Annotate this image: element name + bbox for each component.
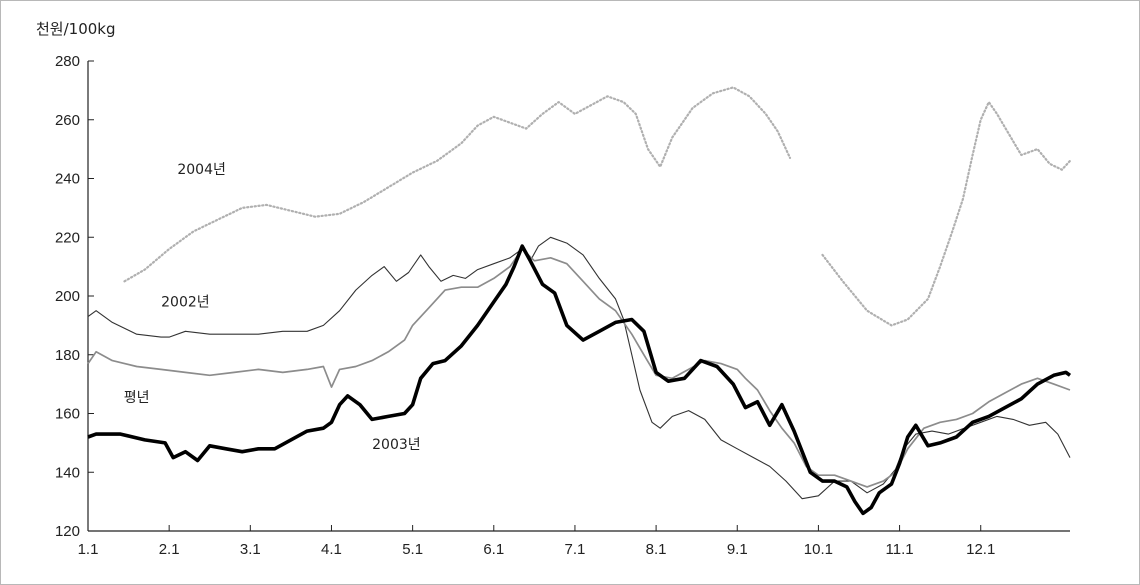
series-annotation: 평년 — [124, 390, 150, 406]
x-tick-label: 3.1 — [240, 541, 261, 558]
x-tick-label: 10.1 — [804, 541, 833, 558]
series-annotation: 2004년 — [177, 162, 226, 178]
series-line — [123, 86, 1072, 327]
y-tick-label: 120 — [55, 523, 80, 540]
y-tick-label: 140 — [55, 464, 80, 481]
y-tick-label: 160 — [55, 406, 80, 423]
series-lines — [87, 86, 1072, 516]
y-tick-label: 220 — [55, 229, 80, 246]
series-annotation: 2003년 — [372, 437, 421, 453]
axes: 120 140 160 180 200 220 240 260 280 1.1 2.1 3.1 4.1 5… — [55, 53, 1070, 558]
y-tick-label: 260 — [55, 112, 80, 129]
y-tick-label: 280 — [55, 53, 80, 70]
x-tick-label: 1.1 — [78, 541, 99, 558]
x-tick-label: 11.1 — [886, 541, 914, 558]
x-tick-label: 5.1 — [402, 541, 423, 558]
x-tick-label: 9.1 — [727, 541, 748, 558]
x-tick-label: 12.1 — [966, 541, 995, 558]
y-tick-label: 240 — [55, 171, 80, 188]
series-line — [87, 244, 1072, 516]
y-axis-unit-label: 천원/100kg — [36, 20, 116, 38]
x-tick-label: 2.1 — [159, 541, 180, 558]
x-tick-label: 4.1 — [321, 541, 342, 558]
y-tick-label: 180 — [55, 347, 80, 364]
series-annotation: 2002년 — [161, 294, 210, 310]
x-tick-label: 6.1 — [483, 541, 504, 558]
y-tick-label: 200 — [55, 288, 80, 305]
x-tick-label: 8.1 — [646, 541, 667, 558]
series-line — [87, 248, 1071, 488]
x-tick-label: 7.1 — [565, 541, 586, 558]
